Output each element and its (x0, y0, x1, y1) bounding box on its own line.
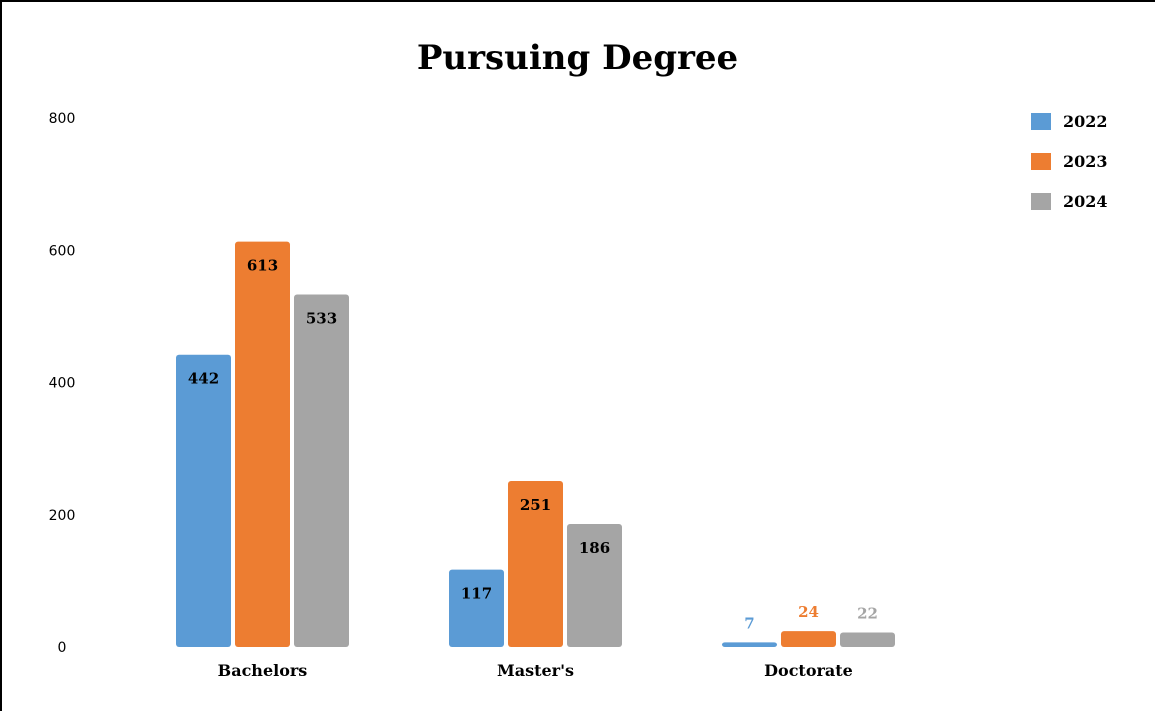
data-label: 533 (306, 310, 337, 328)
bar (235, 241, 290, 647)
data-label: 186 (579, 539, 610, 557)
x-tick-label: Master's (497, 661, 574, 680)
bar (176, 354, 231, 647)
legend-label: 2022 (1063, 112, 1108, 131)
legend-swatch (1031, 153, 1051, 170)
bar (722, 642, 777, 647)
x-tick-label: Bachelors (218, 661, 308, 680)
chart-title: Pursuing Degree (416, 38, 739, 78)
bar (781, 631, 836, 647)
data-label: 7 (744, 614, 754, 632)
legend-swatch (1031, 193, 1051, 210)
data-label: 613 (247, 257, 278, 275)
bar (449, 569, 504, 647)
data-label: 117 (461, 585, 492, 603)
bar (567, 524, 622, 647)
data-label: 251 (520, 496, 551, 514)
legend-swatch (1031, 113, 1051, 130)
bar (294, 294, 349, 647)
y-tick-label: 600 (49, 243, 76, 259)
y-tick-label: 400 (49, 376, 76, 392)
legend-label: 2023 (1063, 152, 1108, 171)
data-label: 24 (798, 603, 819, 621)
bar (840, 632, 895, 647)
y-tick-label: 200 (49, 508, 76, 524)
x-tick-label: Doctorate (764, 661, 853, 680)
y-tick-label: 800 (49, 111, 76, 127)
bar (508, 481, 563, 647)
y-tick-label: 0 (58, 640, 67, 656)
legend-label: 2024 (1063, 192, 1108, 211)
data-label: 22 (857, 604, 878, 622)
data-label: 442 (188, 370, 219, 388)
